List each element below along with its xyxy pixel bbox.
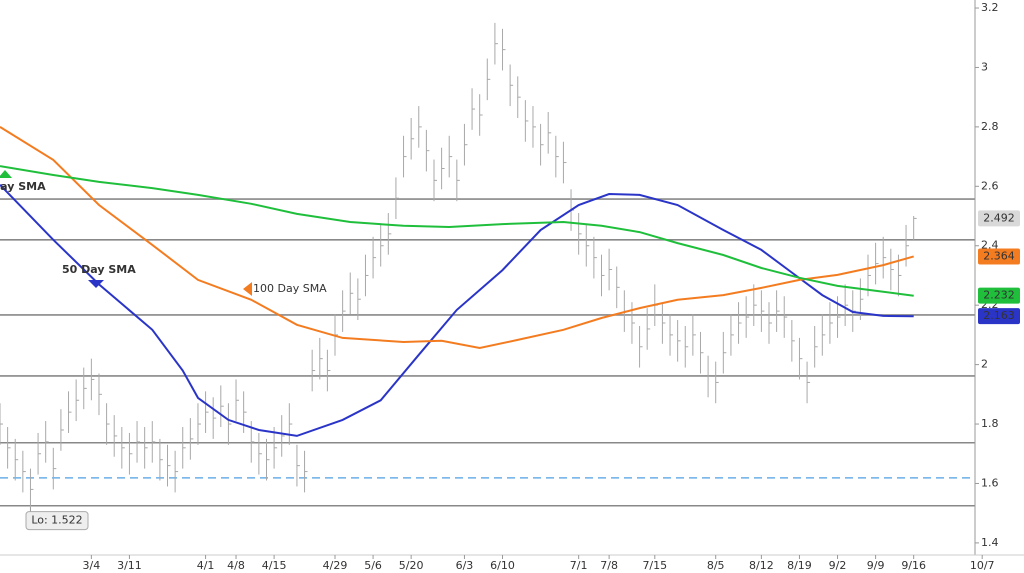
x-tick-label: 4/8 <box>227 559 245 572</box>
value-box <box>978 210 1020 227</box>
x-tick-label: 8/5 <box>707 559 725 572</box>
label-marker <box>88 280 104 288</box>
value-box <box>978 287 1020 304</box>
x-tick-label: 10/7 <box>970 559 995 572</box>
value-label: 2.364 <box>983 249 1015 262</box>
x-tick-label: 4/1 <box>197 559 215 572</box>
x-tick-label: 3/11 <box>117 559 142 572</box>
x-tick-label: 3/4 <box>83 559 101 572</box>
value-box <box>978 248 1020 265</box>
y-tick-label: 3.2 <box>981 1 999 14</box>
x-tick-label: 7/15 <box>642 559 667 572</box>
y-tick-label: 2.6 <box>981 179 999 192</box>
x-tick-label: 8/12 <box>749 559 774 572</box>
x-tick-label: 9/9 <box>867 559 885 572</box>
series-label: 50 Day SMA <box>62 263 136 276</box>
low-box <box>25 511 89 531</box>
label-marker <box>243 282 252 296</box>
value-box <box>978 308 1020 325</box>
value-label: 2.492 <box>983 211 1015 224</box>
series-label: 100 Day SMA <box>253 282 327 295</box>
x-tick-label: 7/8 <box>600 559 618 572</box>
x-tick-label: 9/16 <box>901 559 926 572</box>
sma-line <box>0 126 914 350</box>
y-tick-label: 3 <box>981 60 988 73</box>
x-tick-label: 6/3 <box>456 559 474 572</box>
x-tick-label: 4/29 <box>323 559 348 572</box>
x-tick-label: 8/19 <box>787 559 812 572</box>
value-label: 2.232 <box>983 289 1015 302</box>
y-tick-label: 2 <box>981 358 988 371</box>
x-tick-label: 4/15 <box>262 559 287 572</box>
x-tick-label: 7/1 <box>570 559 588 572</box>
sma-line <box>0 184 914 437</box>
low-label: Lo: 1.522 <box>31 514 82 527</box>
value-label: 2.163 <box>983 309 1015 322</box>
y-tick-label: 2.8 <box>981 120 999 133</box>
y-tick-label: 1.6 <box>981 476 999 489</box>
sma-line <box>0 165 914 297</box>
x-tick-label: 5/20 <box>399 559 424 572</box>
y-tick-label: 1.8 <box>981 417 999 430</box>
label-marker <box>0 170 12 178</box>
x-tick-label: 9/2 <box>829 559 847 572</box>
x-tick-label: 5/6 <box>364 559 382 572</box>
series-label: Day SMA <box>0 180 46 193</box>
y-tick-label: 1.4 <box>981 536 999 549</box>
x-tick-label: 6/10 <box>490 559 515 572</box>
